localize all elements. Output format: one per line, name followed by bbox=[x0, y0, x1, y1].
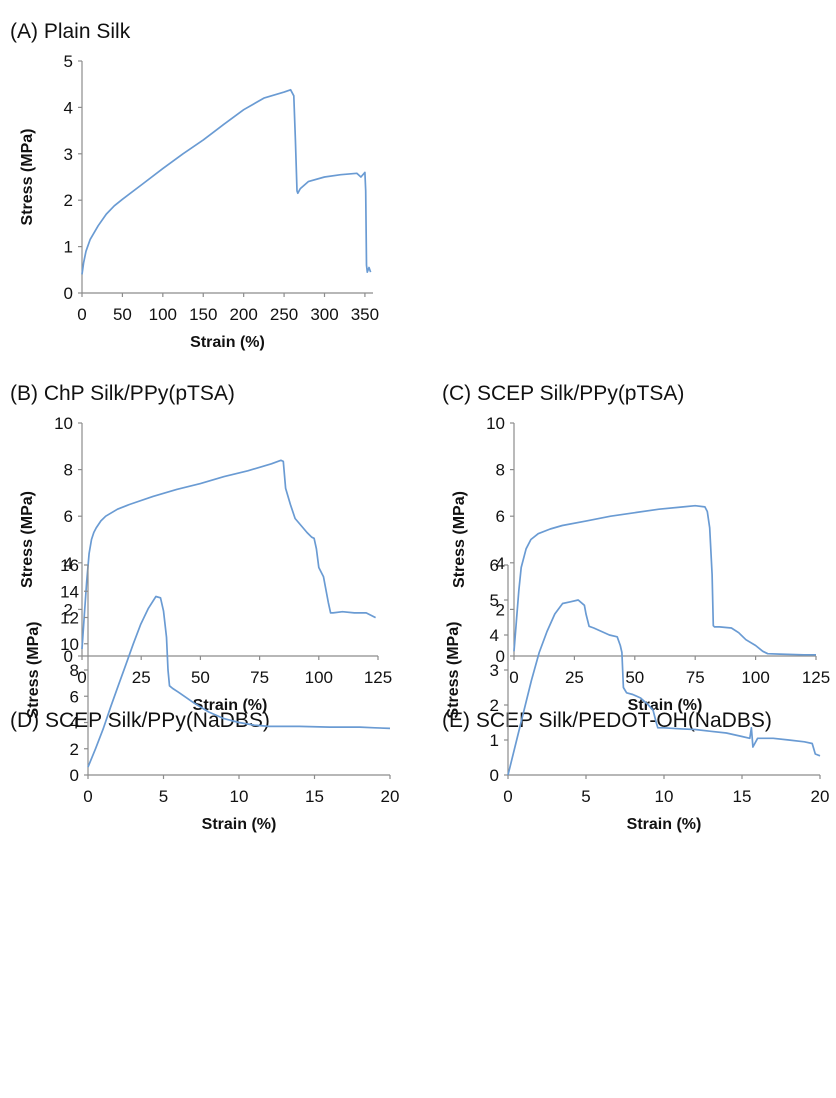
y-tick-label: 3 bbox=[64, 145, 73, 164]
y-tick-label: 4 bbox=[496, 554, 505, 573]
y-tick-label: 0 bbox=[70, 766, 79, 785]
chart-title: (A) Plain Silk bbox=[10, 20, 131, 43]
x-tick-label: 150 bbox=[189, 305, 217, 324]
x-tick-label: 100 bbox=[149, 305, 177, 324]
x-tick-label: 20 bbox=[811, 787, 830, 806]
chart-title: (C) SCEP Silk/PPy(pTSA) bbox=[442, 382, 684, 405]
x-tick-label: 0 bbox=[77, 668, 86, 687]
y-tick-label: 10 bbox=[54, 414, 73, 433]
series-line bbox=[81, 88, 372, 275]
x-tick-label: 50 bbox=[113, 305, 132, 324]
y-axis-label: Stress (MPa) bbox=[445, 622, 462, 719]
series-line bbox=[81, 459, 376, 650]
chart-panel-4: (E) SCEP Silk/PEDOT-OH(NaDBS) 0 1 2 3 4 5 6 0 5 10… bbox=[442, 556, 829, 833]
y-axis-label: Stress (MPa) bbox=[19, 129, 36, 226]
x-tick-label: 0 bbox=[503, 787, 512, 806]
y-tick-label: 1 bbox=[64, 238, 73, 257]
x-tick-label: 125 bbox=[802, 668, 830, 687]
y-tick-label: 5 bbox=[490, 591, 499, 610]
y-tick-label: 4 bbox=[64, 98, 73, 117]
y-axis-label: Stress (MPa) bbox=[19, 491, 36, 588]
x-axis-label: Strain (%) bbox=[627, 816, 702, 833]
x-tick-label: 200 bbox=[229, 305, 257, 324]
y-tick-label: 4 bbox=[64, 554, 73, 573]
x-tick-label: 350 bbox=[351, 305, 379, 324]
y-tick-label: 8 bbox=[64, 461, 73, 480]
y-tick-label: 6 bbox=[70, 687, 79, 706]
y-tick-label: 0 bbox=[490, 766, 499, 785]
x-tick-label: 300 bbox=[310, 305, 338, 324]
y-tick-label: 8 bbox=[70, 661, 79, 680]
y-tick-label: 5 bbox=[64, 52, 73, 71]
chart-title: (D) SCEP Silk/PPy(NaDBS) bbox=[10, 709, 270, 732]
x-tick-label: 50 bbox=[191, 668, 210, 687]
x-tick-label: 250 bbox=[270, 305, 298, 324]
y-tick-label: 0 bbox=[64, 284, 73, 303]
y-tick-label: 4 bbox=[490, 626, 499, 645]
y-tick-label: 1 bbox=[490, 731, 499, 750]
x-axis-label: Strain (%) bbox=[628, 697, 703, 714]
y-tick-label: 2 bbox=[496, 600, 505, 619]
x-tick-label: 10 bbox=[655, 787, 674, 806]
x-tick-label: 15 bbox=[305, 787, 324, 806]
y-tick-label: 0 bbox=[496, 647, 505, 666]
x-tick-label: 5 bbox=[581, 787, 590, 806]
x-axis-label: Strain (%) bbox=[193, 697, 268, 714]
x-tick-label: 0 bbox=[83, 787, 92, 806]
x-tick-label: 15 bbox=[733, 787, 752, 806]
chart-title: (B) ChP Silk/PPy(pTSA) bbox=[10, 382, 235, 405]
y-tick-label: 8 bbox=[496, 461, 505, 480]
x-tick-label: 75 bbox=[250, 668, 269, 687]
y-tick-label: 2 bbox=[64, 600, 73, 619]
x-tick-label: 125 bbox=[364, 668, 392, 687]
series-line bbox=[507, 599, 821, 776]
x-tick-label: 25 bbox=[565, 668, 584, 687]
y-tick-label: 10 bbox=[60, 635, 79, 654]
x-axis-label: Strain (%) bbox=[190, 334, 265, 351]
x-tick-label: 50 bbox=[625, 668, 644, 687]
series-line bbox=[87, 595, 391, 768]
y-tick-label: 2 bbox=[70, 740, 79, 759]
y-tick-label: 10 bbox=[486, 414, 505, 433]
series-line bbox=[513, 504, 816, 656]
x-tick-label: 100 bbox=[741, 668, 769, 687]
x-tick-label: 25 bbox=[132, 668, 151, 687]
y-tick-label: 2 bbox=[64, 191, 73, 210]
x-tick-label: 75 bbox=[686, 668, 705, 687]
y-tick-label: 16 bbox=[60, 556, 79, 575]
y-axis-label: Stress (MPa) bbox=[25, 622, 42, 719]
y-axis-label: Stress (MPa) bbox=[451, 491, 468, 588]
y-tick-label: 6 bbox=[490, 556, 499, 575]
y-tick-label: 0 bbox=[64, 647, 73, 666]
y-tick-label: 6 bbox=[64, 507, 73, 526]
chart-panel-3: (D) SCEP Silk/PPy(NaDBS) 0 2 4 6 8 10 12 14 16 0 5 1… bbox=[10, 556, 399, 833]
y-tick-label: 3 bbox=[490, 661, 499, 680]
y-tick-label: 12 bbox=[60, 609, 79, 628]
x-tick-label: 20 bbox=[381, 787, 400, 806]
chart-title: (E) SCEP Silk/PEDOT-OH(NaDBS) bbox=[442, 709, 772, 732]
x-tick-label: 10 bbox=[230, 787, 249, 806]
x-tick-label: 0 bbox=[509, 668, 518, 687]
y-tick-label: 14 bbox=[60, 582, 79, 601]
x-axis-label: Strain (%) bbox=[202, 816, 277, 833]
x-tick-label: 100 bbox=[305, 668, 333, 687]
y-tick-label: 4 bbox=[70, 714, 79, 733]
x-tick-label: 0 bbox=[77, 305, 86, 324]
y-tick-label: 6 bbox=[496, 507, 505, 526]
y-tick-label: 2 bbox=[490, 696, 499, 715]
x-tick-label: 5 bbox=[159, 787, 168, 806]
